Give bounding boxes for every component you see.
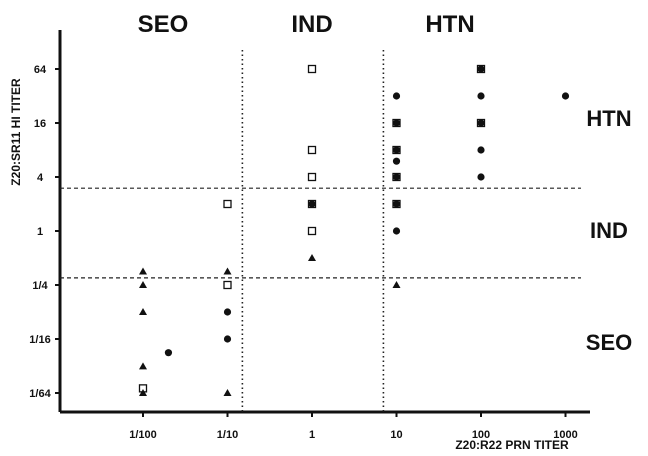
y-tick-label: 1 xyxy=(37,226,43,238)
top-region-label: SEO xyxy=(138,11,189,38)
y-tick-label: 1/16 xyxy=(29,334,50,346)
axis-frame xyxy=(58,30,590,414)
circle-point xyxy=(477,119,485,127)
data-points xyxy=(138,64,570,397)
right-region-label: IND xyxy=(590,218,628,243)
circle-point xyxy=(223,308,232,316)
y-tick-label: 16 xyxy=(34,118,46,130)
x-axis-title: Z20:R22 PRN TITER xyxy=(455,438,569,452)
y-axis-title: Z20:SR11 HI TITER xyxy=(9,78,23,186)
circle-point xyxy=(392,173,401,181)
circle-point xyxy=(223,335,232,343)
circle-point xyxy=(392,200,401,208)
triangle-point xyxy=(139,267,147,275)
circle-point xyxy=(392,92,401,100)
square-point xyxy=(307,226,317,236)
circle-point xyxy=(477,92,485,100)
circle-point xyxy=(477,173,485,181)
y-tick-label: 1/4 xyxy=(32,280,48,292)
triangle-point xyxy=(308,254,316,261)
triangle-point xyxy=(139,362,147,370)
circle-point xyxy=(308,200,316,208)
circle-point xyxy=(392,227,401,235)
y-axis-ticks: 1/64 1/16 1/4 1 4 16 64 xyxy=(29,64,60,400)
circle-point xyxy=(392,146,401,154)
circle-point xyxy=(392,119,401,127)
x-tick-label: 1/100 xyxy=(129,429,157,441)
y-tick-label: 4 xyxy=(37,172,44,184)
x-tick-label: 1 xyxy=(309,429,315,441)
square-point xyxy=(223,280,232,290)
square-point xyxy=(307,64,317,74)
x-tick-label: 1/10 xyxy=(217,429,238,441)
triangle-point xyxy=(139,389,147,397)
region-labels: SEO IND HTN HTN IND SEO xyxy=(138,11,633,355)
triangle-point xyxy=(139,308,147,315)
circle-point xyxy=(477,146,485,154)
right-region-label: SEO xyxy=(586,330,632,355)
top-region-label: IND xyxy=(291,11,332,38)
square-point xyxy=(307,172,317,182)
x-axis-ticks: 1/100 1/10 1 10 100 1000 xyxy=(129,412,578,441)
square-point xyxy=(307,145,317,155)
circle-point xyxy=(392,157,401,165)
circle-point xyxy=(164,349,173,357)
top-region-label: HTN xyxy=(425,11,474,38)
triangle-point xyxy=(139,281,147,288)
triangle-point xyxy=(223,267,232,275)
x-tick-label: 100 xyxy=(472,429,490,441)
threshold-lines xyxy=(60,50,581,412)
x-tick-label: 10 xyxy=(390,429,402,441)
x-tick-label: 1000 xyxy=(553,429,577,441)
right-region-label: HTN xyxy=(586,106,631,131)
y-tick-label: 1/64 xyxy=(29,388,51,400)
triangle-point xyxy=(223,389,232,397)
square-point xyxy=(223,199,232,209)
circle-point xyxy=(477,65,485,73)
circle-point xyxy=(561,92,570,100)
triangle-point xyxy=(392,281,401,288)
y-tick-label: 64 xyxy=(34,64,47,76)
